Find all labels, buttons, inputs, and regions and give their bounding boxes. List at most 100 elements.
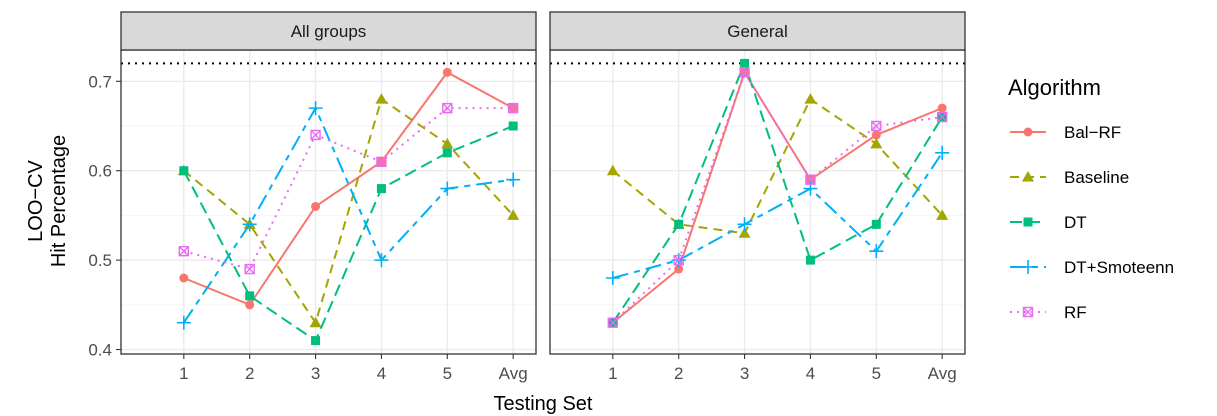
legend-entry: Bal−RF bbox=[1010, 123, 1121, 142]
data-point bbox=[805, 174, 816, 185]
legend-entry: Baseline bbox=[1010, 168, 1129, 187]
data-point bbox=[673, 254, 684, 266]
series-dt-smoteenn bbox=[176, 101, 521, 330]
data-point bbox=[310, 129, 321, 141]
data-point bbox=[376, 184, 386, 194]
facet-label: General bbox=[727, 22, 787, 41]
x-tick-label: 2 bbox=[674, 364, 683, 383]
data-point bbox=[442, 148, 452, 158]
data-point bbox=[179, 273, 189, 283]
y-tick-label: 0.5 bbox=[88, 251, 112, 270]
data-point bbox=[375, 93, 388, 104]
series-line bbox=[182, 125, 514, 343]
data-point bbox=[244, 263, 255, 275]
x-tick-label: Avg bbox=[928, 364, 957, 383]
data-point bbox=[804, 93, 817, 104]
data-point bbox=[441, 137, 454, 149]
y-tick-label: 0.6 bbox=[88, 162, 112, 181]
legend-label: RF bbox=[1064, 303, 1087, 322]
x-tick-label: 4 bbox=[806, 364, 815, 383]
data-point bbox=[507, 209, 520, 220]
series-line bbox=[612, 70, 943, 324]
legend-entry: DT bbox=[1010, 213, 1087, 232]
x-tick-label: 3 bbox=[740, 364, 749, 383]
data-point bbox=[311, 336, 321, 346]
facet-strip bbox=[549, 11, 966, 51]
panel-general: General 1 2 3 4 5 Avg bbox=[549, 11, 966, 383]
data-point bbox=[440, 181, 455, 196]
legend-key-marker bbox=[1023, 127, 1033, 137]
x-tick-label: 5 bbox=[872, 364, 881, 383]
x-tick-label: 4 bbox=[377, 364, 386, 383]
y-axis-title-line: LOO−CV bbox=[25, 159, 47, 241]
x-tick-label: 3 bbox=[311, 364, 320, 383]
data-point bbox=[506, 172, 521, 187]
legend: Algorithm Bal−RF Baseline DT DT+Smoteenn RF bbox=[1008, 75, 1174, 322]
legend-entry: RF bbox=[1010, 303, 1087, 322]
data-point bbox=[442, 102, 453, 114]
data-point bbox=[936, 111, 948, 123]
data-point bbox=[245, 291, 255, 301]
facet-strip bbox=[120, 11, 537, 51]
data-point bbox=[442, 67, 452, 77]
data-point bbox=[607, 317, 619, 328]
series-line bbox=[183, 71, 514, 307]
series-line bbox=[183, 97, 514, 326]
data-point bbox=[176, 315, 191, 330]
series-line bbox=[612, 97, 943, 235]
data-point bbox=[242, 217, 257, 232]
data-point bbox=[178, 245, 190, 257]
data-point bbox=[674, 264, 684, 274]
data-point bbox=[507, 102, 519, 114]
x-tick-label: Avg bbox=[499, 364, 528, 383]
y-axis-title-line: Hit Percentage bbox=[48, 135, 70, 267]
data-point bbox=[740, 58, 750, 68]
data-point bbox=[179, 166, 189, 176]
legend-label: Bal−RF bbox=[1064, 123, 1121, 142]
data-point bbox=[871, 219, 881, 229]
data-point bbox=[870, 137, 883, 149]
legend-key-marker bbox=[1022, 306, 1034, 318]
data-point bbox=[871, 130, 881, 140]
legend-entry: DT+Smoteenn bbox=[1010, 258, 1174, 277]
data-point bbox=[508, 121, 518, 131]
legend-key-marker bbox=[1021, 260, 1035, 274]
series-rf bbox=[607, 67, 948, 328]
legend-title: Algorithm bbox=[1008, 75, 1101, 100]
y-tick-label: 0.7 bbox=[88, 72, 112, 91]
data-point bbox=[871, 120, 882, 132]
legend-label: Baseline bbox=[1064, 168, 1129, 187]
data-point bbox=[739, 67, 750, 78]
x-tick-label: 1 bbox=[608, 364, 617, 383]
x-axis-title: Testing Set bbox=[494, 393, 593, 415]
series-line bbox=[183, 107, 514, 271]
facet-label: All groups bbox=[291, 22, 367, 41]
y-axis: 0.4 0.5 0.6 0.7 bbox=[88, 72, 121, 360]
x-tick-label: 2 bbox=[245, 364, 254, 383]
data-point bbox=[674, 219, 684, 229]
x-tick-label: 5 bbox=[443, 364, 452, 383]
data-point bbox=[308, 101, 323, 116]
panel-background bbox=[121, 50, 536, 354]
y-axis-title: LOO−CVHit Percentage bbox=[25, 135, 70, 267]
data-point bbox=[936, 209, 949, 220]
series-rf bbox=[178, 102, 519, 275]
data-point bbox=[937, 103, 947, 113]
data-point bbox=[309, 316, 322, 328]
series-line bbox=[182, 105, 514, 324]
y-tick-label: 0.4 bbox=[88, 341, 112, 360]
data-point bbox=[376, 156, 387, 167]
series-line bbox=[612, 70, 943, 324]
data-point bbox=[374, 253, 389, 268]
data-point bbox=[738, 227, 751, 238]
data-point bbox=[606, 164, 619, 176]
series-line bbox=[611, 60, 944, 324]
data-point bbox=[805, 255, 815, 265]
data-point bbox=[311, 201, 321, 211]
legend-key-marker bbox=[1023, 217, 1033, 227]
data-point bbox=[737, 217, 752, 232]
data-point bbox=[935, 145, 950, 160]
panel-all-groups: All groups 1 2 3 4 5 Avg bbox=[120, 11, 537, 383]
